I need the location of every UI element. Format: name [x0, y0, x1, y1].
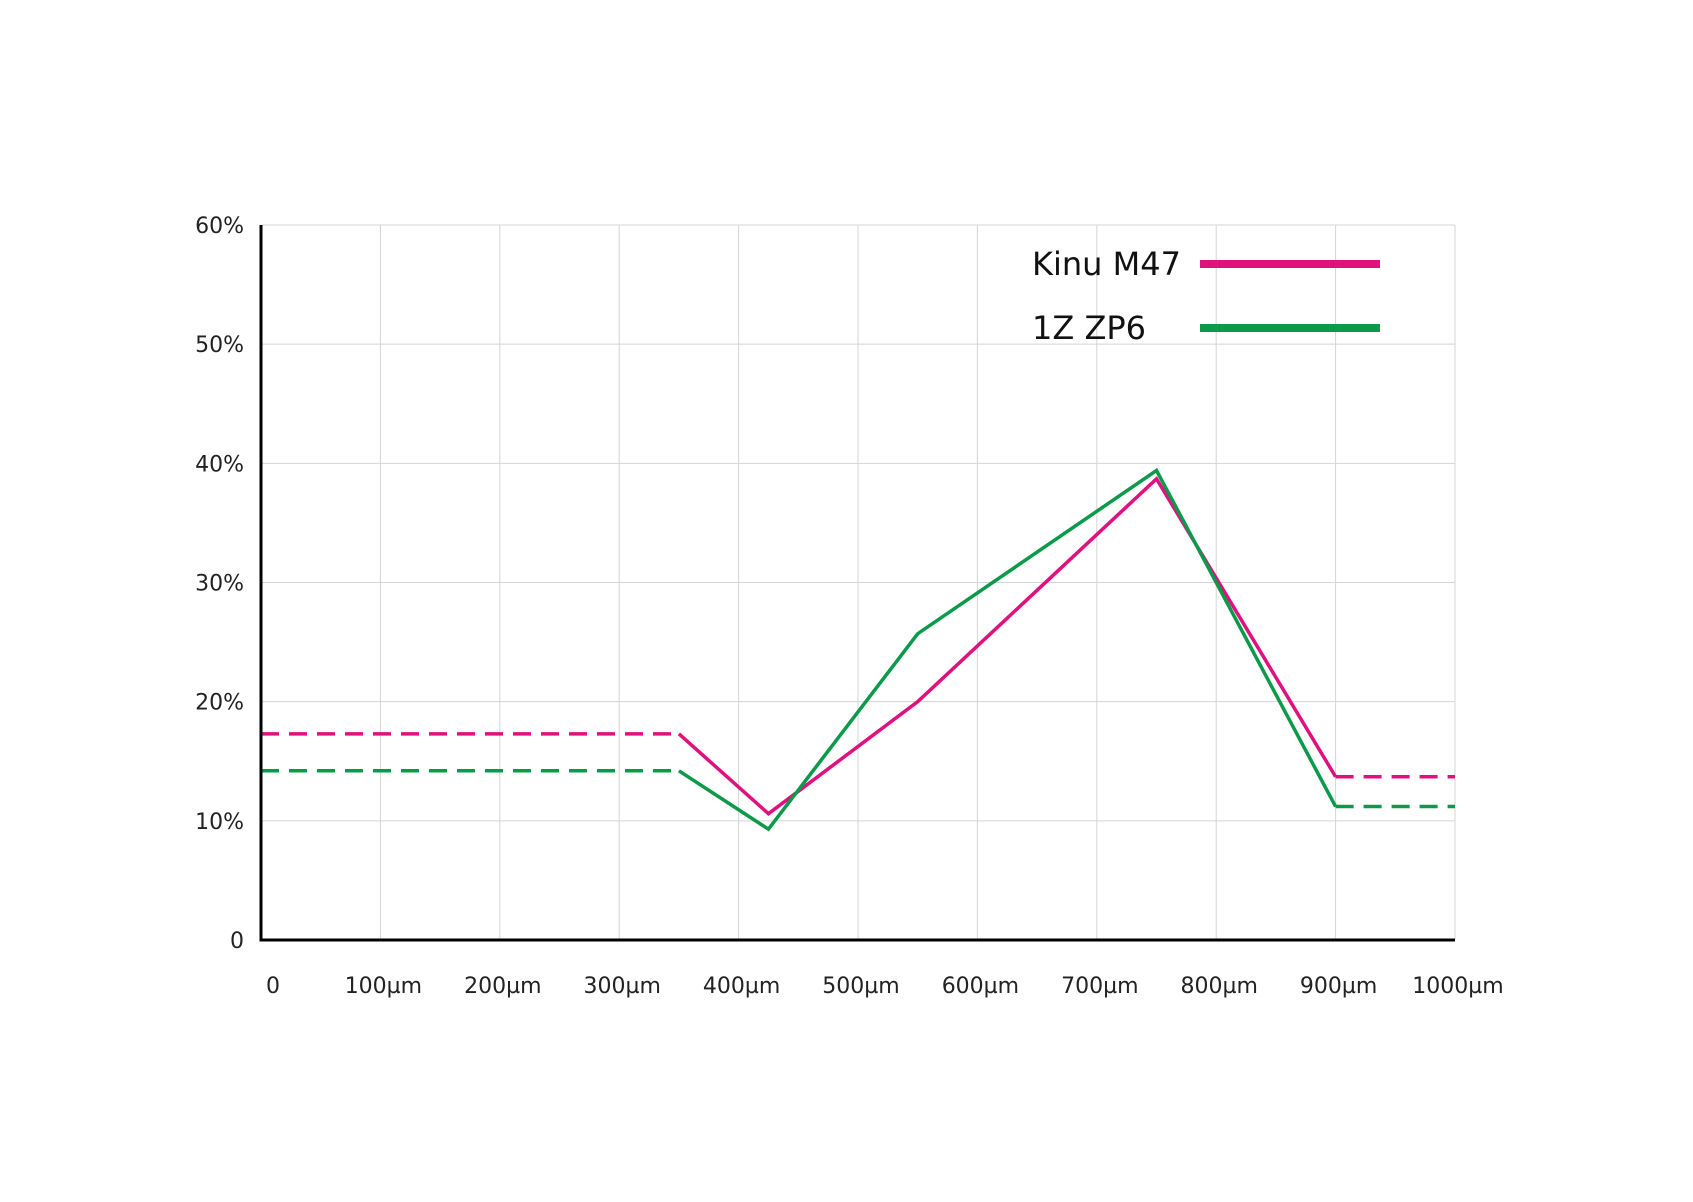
- x-tick-label: 800µm: [1180, 974, 1257, 999]
- legend-label-2: 1Z ZP6: [1032, 309, 1146, 347]
- legend: Kinu M47 1Z ZP6: [1032, 245, 1380, 347]
- x-tick-label: 0: [266, 974, 280, 999]
- y-tick-label: 40%: [195, 452, 244, 477]
- series-layer: [261, 467, 1455, 832]
- x-tick-label: 1000µm: [1412, 974, 1503, 999]
- y-tick-label: 20%: [195, 691, 244, 716]
- y-tick-label: 60%: [195, 214, 244, 239]
- y-tick-labels: 0 10% 20% 30% 40% 50% 60%: [195, 214, 244, 954]
- legend-label-1: Kinu M47: [1032, 245, 1181, 283]
- y-tick-label: 0: [230, 929, 244, 954]
- x-tick-label: 300µm: [583, 974, 660, 999]
- x-tick-label: 700µm: [1061, 974, 1138, 999]
- x-tick-labels: 0 100µm 200µm 300µm 400µm 500µm 600µm 700µm 800µ…: [266, 974, 1504, 999]
- series-line-2: [677, 467, 1338, 832]
- x-tick-label: 500µm: [822, 974, 899, 999]
- x-tick-label: 900µm: [1300, 974, 1377, 999]
- x-tick-label: 200µm: [464, 974, 541, 999]
- series-line-1: [677, 476, 1338, 816]
- x-tick-label: 400µm: [703, 974, 780, 999]
- y-tick-label: 30%: [195, 572, 244, 597]
- axes: [259, 225, 1455, 942]
- y-tick-label: 50%: [195, 333, 244, 358]
- grid: [261, 224, 1456, 940]
- x-tick-label: 100µm: [345, 974, 422, 999]
- y-tick-label: 10%: [195, 810, 244, 835]
- x-tick-label: 600µm: [942, 974, 1019, 999]
